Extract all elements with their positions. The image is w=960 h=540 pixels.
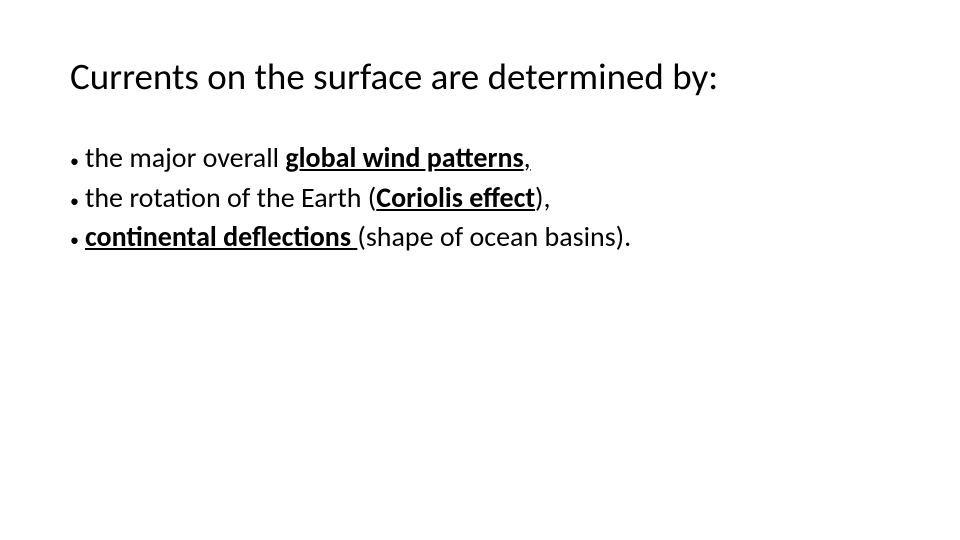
bullet-post: ), [535, 180, 550, 215]
bullet-post-underlined-comma: , [524, 140, 531, 175]
list-item: • the rotation of the Earth (Coriolis ef… [70, 179, 890, 218]
bullet-text: the major overall global wind patterns, [85, 139, 531, 177]
bullet-emphasis: continental deflections [85, 219, 357, 254]
bullet-emphasis: global wind patterns [285, 140, 523, 175]
bullet-icon: • [70, 184, 79, 218]
bullet-post: (shape of ocean basins). [357, 219, 631, 254]
bullet-icon: • [70, 223, 79, 257]
bullet-icon: • [70, 144, 79, 178]
bullet-list: • the major overall global wind patterns… [70, 139, 890, 257]
bullet-text: continental deflections (shape of ocean … [85, 218, 631, 256]
list-item: • the major overall global wind patterns… [70, 139, 890, 178]
slide: Currents on the surface are determined b… [0, 0, 960, 540]
bullet-pre: the major overall [85, 140, 285, 175]
bullet-emphasis: Coriolis effect [376, 180, 535, 215]
bullet-pre: the rotation of the Earth ( [85, 180, 376, 215]
bullet-text: the rotation of the Earth (Coriolis effe… [85, 179, 551, 217]
slide-title: Currents on the surface are determined b… [70, 55, 890, 99]
list-item: • continental deflections (shape of ocea… [70, 218, 890, 257]
